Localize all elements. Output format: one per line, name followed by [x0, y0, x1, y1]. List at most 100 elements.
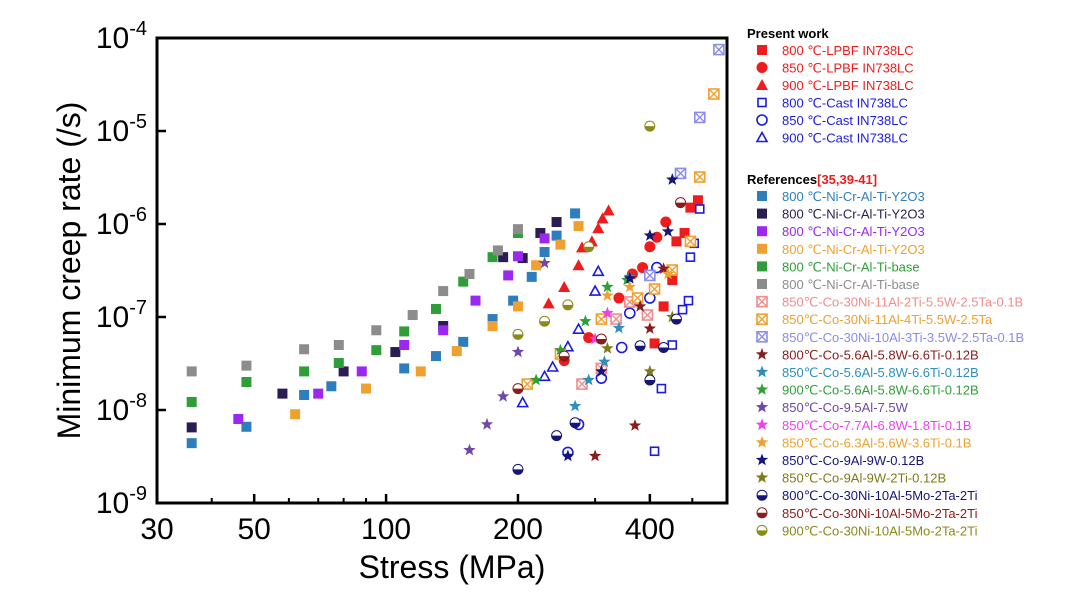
data-point [661, 267, 675, 280]
data-point [535, 228, 546, 239]
legend-entry: 800 ℃-Ni-Cr-Al-Ti-base [782, 277, 920, 292]
data-point [464, 268, 475, 279]
data-point [588, 332, 602, 345]
data-point [233, 414, 244, 425]
data-point [531, 260, 542, 271]
legend-entry: 850℃-Co-9.5Al-7.5W [782, 400, 909, 415]
data-point [601, 289, 614, 301]
data-point [399, 363, 410, 374]
data-point [498, 252, 509, 263]
x-tick-label: 100 [361, 513, 411, 546]
legend-marker [755, 347, 769, 360]
data-point [666, 173, 679, 185]
data-point [539, 246, 550, 257]
data-point [512, 328, 524, 340]
data-point [596, 212, 609, 224]
legend-marker [757, 97, 767, 108]
series-group [186, 228, 523, 407]
y-axis-title: Minimum creep rate (/s) [51, 102, 87, 440]
data-point [641, 309, 654, 321]
data-point [241, 377, 252, 388]
data-point [492, 245, 503, 256]
data-point [512, 383, 524, 395]
data-point [656, 383, 667, 394]
data-point [186, 422, 197, 433]
data-point [643, 364, 656, 377]
legend-marker [756, 295, 768, 308]
plot-area: 30 50 100 200 400 10-9 10-8 10-7 10-6 10-5 10-4 Str… [51, 18, 729, 585]
data-point [693, 171, 706, 183]
legend-group-title: References[35,39-41] [747, 172, 877, 187]
data-point [570, 208, 581, 219]
legend-entry: 850℃-Co-30Ni-11Al-2Ti-5.5W-2.5Ta-0.1B [782, 295, 1023, 310]
y-tick-label: 10-6 [96, 204, 147, 241]
data-point [299, 344, 310, 355]
data-point [573, 221, 584, 232]
data-point [708, 88, 720, 100]
legend-marker [757, 226, 767, 237]
data-point [601, 280, 614, 293]
legend-entry: 800℃-Co-5.6Al-5.8W-6.6Ti-0.12B [782, 347, 979, 362]
legend-entry: 850℃-Co-9Al-9W-2Ti-0.12B [782, 471, 946, 486]
series-group [576, 296, 654, 390]
data-point [186, 438, 197, 449]
data-point [667, 340, 678, 350]
data-point [333, 358, 344, 369]
legend-marker [756, 313, 768, 326]
data-point [526, 271, 537, 282]
data-point [595, 364, 608, 377]
data-point [516, 395, 530, 408]
data-point [371, 345, 382, 356]
series-group [186, 208, 581, 449]
x-tick-label: 30 [140, 513, 173, 546]
data-point [470, 295, 481, 306]
data-point [415, 366, 426, 377]
legend-marker [757, 191, 767, 201]
legend-marker [756, 79, 768, 90]
x-tick-label: 400 [625, 513, 675, 546]
data-point [583, 241, 595, 253]
data-point [694, 204, 705, 214]
data-point [643, 322, 656, 334]
data-point [628, 419, 642, 431]
y-tick-label: 10-7 [96, 297, 147, 334]
data-point [592, 222, 605, 234]
legend-entry: 850℃-Co-5.6Al-5.8W-6.6Ti-0.12B [782, 365, 979, 380]
series-group [463, 256, 551, 456]
legend-entry: 800 ℃-Cast IN738LC [782, 96, 908, 111]
legend-entry: 900 ℃-LPBF IN738LC [782, 78, 914, 93]
data-point [601, 341, 614, 354]
data-point [644, 269, 656, 282]
data-point [508, 295, 519, 306]
data-point [591, 264, 605, 277]
data-point [561, 449, 575, 462]
data-point [670, 313, 682, 325]
data-point [623, 280, 636, 293]
x-tick-label: 50 [238, 513, 271, 546]
series-group [644, 43, 725, 282]
legend-entry: 850 ℃-Cast IN738LC [782, 113, 908, 128]
legend-marker [755, 453, 769, 466]
series-group [512, 313, 682, 475]
data-point [558, 350, 570, 362]
series-group [588, 262, 670, 462]
legend-marker [757, 45, 767, 55]
data-point [186, 366, 197, 377]
data-point [458, 276, 469, 287]
data-point [684, 235, 697, 248]
data-point [338, 366, 349, 377]
data-point [674, 167, 687, 180]
legend-marker [755, 365, 769, 378]
data-point [538, 256, 551, 269]
data-point [558, 281, 571, 293]
legend-marker [755, 383, 769, 395]
data-point [613, 292, 625, 304]
legend-entry: 850℃-Co-30Ni-10Al-3Ti-3.5W-2.5Ta-0.1B [782, 330, 1024, 345]
legend-marker [756, 524, 768, 536]
data-point [511, 345, 525, 358]
series-group [512, 120, 656, 340]
data-point [551, 230, 562, 241]
data-point [438, 325, 449, 336]
legend-entry: 800 ℃-Ni-Cr-Al-Ti-Y2O3 [782, 189, 925, 204]
series-group [561, 173, 679, 462]
